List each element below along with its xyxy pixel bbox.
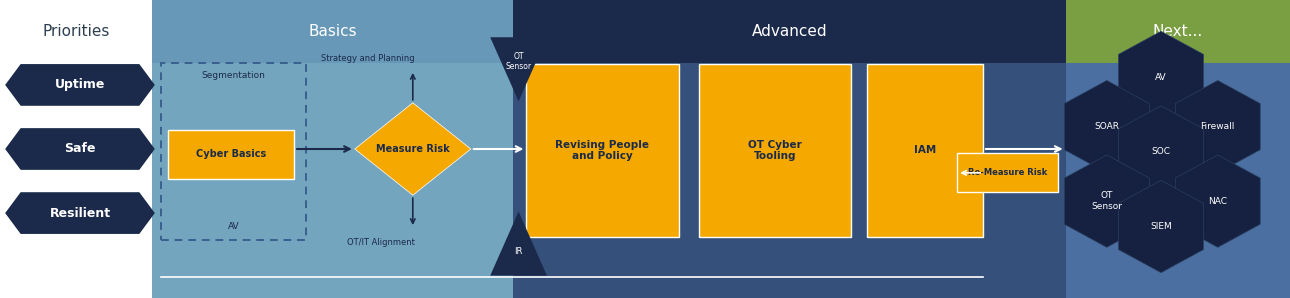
Text: Revising People
and Policy: Revising People and Policy [556, 140, 649, 161]
Text: Resilient: Resilient [49, 207, 111, 220]
Text: Firewall: Firewall [1201, 122, 1235, 131]
Polygon shape [5, 64, 155, 106]
Bar [513, 0, 1066, 298]
Bar [168, 130, 294, 179]
Text: OT
Sensor: OT Sensor [506, 52, 531, 71]
Text: AV: AV [1155, 73, 1167, 82]
Text: Priorities: Priorities [43, 24, 110, 39]
Text: Safe: Safe [64, 142, 95, 156]
Bar [161, 63, 306, 240]
Bar [526, 64, 679, 237]
Polygon shape [1175, 80, 1260, 173]
Bar [957, 153, 1058, 192]
Polygon shape [490, 37, 547, 101]
Text: Cyber Basics: Cyber Basics [196, 149, 266, 159]
Bar [699, 64, 851, 237]
Polygon shape [1118, 106, 1204, 198]
Bar [152, 0, 513, 63]
Text: SOC: SOC [1152, 148, 1170, 156]
Bar [0, 0, 152, 63]
Bar [1066, 0, 1290, 298]
Text: NAC: NAC [1209, 197, 1227, 206]
Text: Re-Measure Risk: Re-Measure Risk [968, 168, 1047, 177]
Text: AV: AV [227, 222, 240, 231]
Text: Next...: Next... [1153, 24, 1202, 39]
Polygon shape [490, 212, 547, 276]
Bar [152, 0, 513, 298]
Text: Measure Risk: Measure Risk [375, 144, 450, 154]
Text: IAM: IAM [913, 145, 937, 156]
Bar [867, 64, 983, 237]
Polygon shape [5, 192, 155, 234]
Bar [1066, 0, 1290, 63]
Text: OT/IT Alignment: OT/IT Alignment [347, 238, 414, 247]
Text: Basics: Basics [308, 24, 357, 39]
Bar [152, 63, 513, 298]
Polygon shape [5, 128, 155, 170]
Text: Segmentation: Segmentation [201, 72, 266, 80]
Polygon shape [1118, 180, 1204, 273]
Bar [0, 0, 152, 298]
Polygon shape [1064, 155, 1149, 247]
Bar [513, 63, 1066, 298]
Text: Uptime: Uptime [54, 78, 106, 91]
Text: IR: IR [515, 247, 522, 256]
Text: Strategy and Planning: Strategy and Planning [321, 54, 414, 63]
Polygon shape [355, 103, 471, 195]
Polygon shape [1064, 80, 1149, 173]
Text: OT
Sensor: OT Sensor [1091, 191, 1122, 211]
Bar [513, 0, 1066, 63]
Polygon shape [1118, 31, 1204, 124]
Text: Advanced: Advanced [752, 24, 827, 39]
Text: SOAR: SOAR [1094, 122, 1120, 131]
Text: OT Cyber
Tooling: OT Cyber Tooling [748, 140, 802, 161]
Bar [1066, 63, 1290, 298]
Text: SIEM: SIEM [1151, 222, 1171, 231]
Polygon shape [1175, 155, 1260, 247]
